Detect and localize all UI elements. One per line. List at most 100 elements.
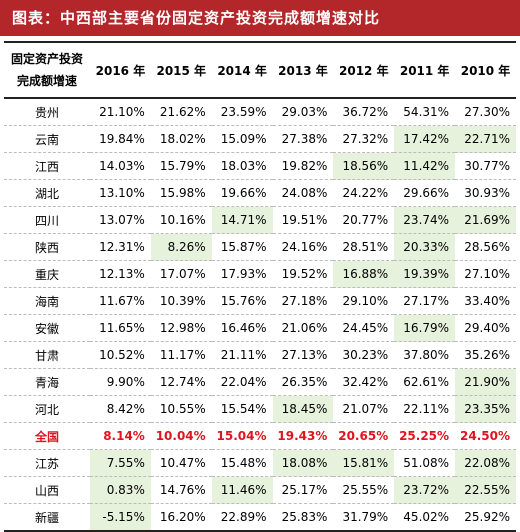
national-row: 全国 8.14% 10.04% 15.04% 19.43% 20.65% 25.25% 24.…	[4, 422, 516, 450]
value-cell: 15.79%	[150, 152, 212, 180]
header-first-col: 固定资产投资 完成额增速	[4, 41, 90, 99]
value-cell: 18.56%	[333, 152, 395, 180]
value-cell: 30.77%	[455, 152, 516, 180]
value-cell: 22.89%	[211, 503, 273, 532]
table-row: 海南 11.67% 10.39% 15.76% 27.18% 29.10% 27.17% 33…	[4, 287, 516, 315]
region-cell: 云南	[4, 125, 90, 153]
value-cell: 19.82%	[272, 152, 334, 180]
value-cell: 10.16%	[150, 206, 212, 234]
value-cell: 27.32%	[333, 125, 395, 153]
value-cell: 23.35%	[455, 395, 516, 423]
value-cell: 17.42%	[394, 125, 456, 153]
value-cell: 12.74%	[150, 368, 212, 396]
region-cell: 江苏	[4, 449, 90, 477]
value-cell: 21.07%	[333, 395, 395, 423]
value-cell: -5.15%	[90, 503, 151, 532]
value-cell: 8.14%	[90, 422, 151, 450]
region-cell: 河北	[4, 395, 90, 423]
value-cell: 32.42%	[333, 368, 395, 396]
value-cell: 33.40%	[455, 287, 516, 315]
value-cell: 21.10%	[90, 98, 151, 126]
value-cell: 18.02%	[150, 125, 212, 153]
table-row: 江苏 7.55% 10.47% 15.48% 18.08% 15.81% 51.08% 22.…	[4, 449, 516, 477]
value-cell: 20.33%	[394, 233, 456, 261]
table-row: 云南 19.84% 18.02% 15.09% 27.38% 27.32% 17.42% 22…	[4, 125, 516, 153]
value-cell: 29.66%	[394, 179, 456, 207]
value-cell: 11.67%	[90, 287, 151, 315]
header-first-line2: 完成额增速	[16, 74, 77, 88]
value-cell: 23.72%	[394, 476, 456, 504]
value-cell: 22.08%	[455, 449, 516, 477]
header-year: 2010 年	[455, 41, 516, 99]
table-row: 青海 9.90% 12.74% 22.04% 26.35% 32.42% 62.61% 21.…	[4, 368, 516, 396]
value-cell: 19.51%	[272, 206, 334, 234]
table-row: 安徽 11.65% 12.98% 16.46% 21.06% 24.45% 16.79% 29…	[4, 314, 516, 342]
value-cell: 8.42%	[90, 395, 151, 423]
value-cell: 24.45%	[333, 314, 395, 342]
value-cell: 15.81%	[333, 449, 395, 477]
table-row: 四川 13.07% 10.16% 14.71% 19.51% 20.77% 23.74% 21…	[4, 206, 516, 234]
value-cell: 14.76%	[150, 476, 212, 504]
region-cell: 四川	[4, 206, 90, 234]
value-cell: 24.16%	[272, 233, 334, 261]
value-cell: 14.03%	[90, 152, 151, 180]
value-cell: 13.10%	[90, 179, 151, 207]
value-cell: 24.22%	[333, 179, 395, 207]
table-row: 湖北 13.10% 15.98% 19.66% 24.08% 24.22% 29.66% 30…	[4, 179, 516, 207]
value-cell: 18.08%	[272, 449, 334, 477]
table-body: 贵州 21.10% 21.62% 23.59% 29.03% 36.72% 54.31% 27…	[4, 98, 516, 532]
value-cell: 36.72%	[333, 98, 395, 126]
region-cell: 甘肃	[4, 341, 90, 369]
value-cell: 25.25%	[394, 422, 456, 450]
value-cell: 12.31%	[90, 233, 151, 261]
value-cell: 19.66%	[211, 179, 273, 207]
value-cell: 21.90%	[455, 368, 516, 396]
value-cell: 54.31%	[394, 98, 456, 126]
value-cell: 15.98%	[150, 179, 212, 207]
table-row: 贵州 21.10% 21.62% 23.59% 29.03% 36.72% 54.31% 27…	[4, 98, 516, 126]
value-cell: 23.74%	[394, 206, 456, 234]
value-cell: 25.92%	[455, 503, 516, 532]
value-cell: 45.02%	[394, 503, 456, 532]
region-cell: 山西	[4, 476, 90, 504]
table-row: 重庆 12.13% 17.07% 17.93% 19.52% 16.88% 19.39% 27…	[4, 260, 516, 288]
value-cell: 27.18%	[272, 287, 334, 315]
value-cell: 26.35%	[272, 368, 334, 396]
value-cell: 30.93%	[455, 179, 516, 207]
value-cell: 11.46%	[211, 476, 273, 504]
value-cell: 7.55%	[90, 449, 151, 477]
region-cell: 江西	[4, 152, 90, 180]
region-cell: 青海	[4, 368, 90, 396]
growth-table: 固定资产投资 完成额增速 2016 年 2015 年 2014 年 2013 年…	[4, 41, 516, 532]
value-cell: 10.47%	[150, 449, 212, 477]
value-cell: 19.52%	[272, 260, 334, 288]
value-cell: 24.08%	[272, 179, 334, 207]
value-cell: 18.45%	[272, 395, 334, 423]
value-cell: 25.17%	[272, 476, 334, 504]
value-cell: 10.55%	[150, 395, 212, 423]
value-cell: 11.17%	[150, 341, 212, 369]
region-cell: 湖北	[4, 179, 90, 207]
header-year: 2013 年	[272, 41, 334, 99]
region-cell: 新疆	[4, 503, 90, 532]
region-cell: 贵州	[4, 98, 90, 126]
value-cell: 27.17%	[394, 287, 456, 315]
value-cell: 25.55%	[333, 476, 395, 504]
region-cell: 陕西	[4, 233, 90, 261]
value-cell: 10.52%	[90, 341, 151, 369]
value-cell: 28.56%	[455, 233, 516, 261]
value-cell: 16.20%	[150, 503, 212, 532]
value-cell: 15.48%	[211, 449, 273, 477]
value-cell: 29.40%	[455, 314, 516, 342]
value-cell: 19.39%	[394, 260, 456, 288]
value-cell: 62.61%	[394, 368, 456, 396]
value-cell: 51.08%	[394, 449, 456, 477]
value-cell: 11.65%	[90, 314, 151, 342]
value-cell: 17.07%	[150, 260, 212, 288]
value-cell: 29.10%	[333, 287, 395, 315]
header-year: 2014 年	[211, 41, 273, 99]
value-cell: 22.55%	[455, 476, 516, 504]
value-cell: 22.04%	[211, 368, 273, 396]
value-cell: 12.13%	[90, 260, 151, 288]
value-cell: 11.42%	[394, 152, 456, 180]
